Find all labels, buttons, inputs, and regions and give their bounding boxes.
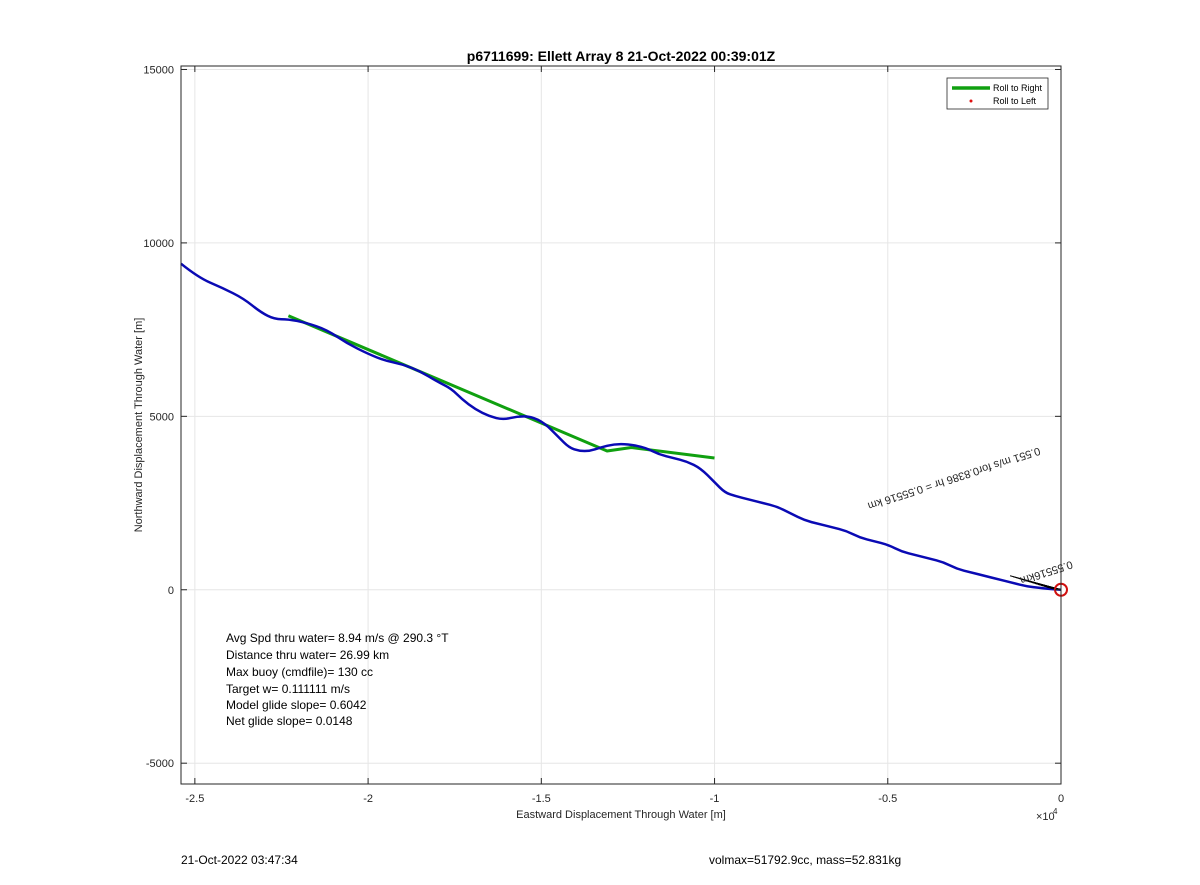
stat-max-buoy: Max buoy (cmdfile)= 130 cc: [226, 665, 373, 679]
track-annotation: 0.551 m/s for0.8386 hr = 0.55516 km: [866, 444, 1042, 511]
legend-roll-left-swatch: [969, 99, 973, 103]
y-tick-label: -5000: [146, 758, 174, 770]
footer-timestamp: 21-Oct-2022 03:47:34: [181, 853, 298, 867]
stat-distance: Distance thru water= 26.99 km: [226, 648, 389, 662]
stat-model-glide-slope: Model glide slope= 0.6042: [226, 698, 367, 712]
stat-avg-speed: Avg Spd thru water= 8.94 m/s @ 290.3 °T: [226, 631, 449, 645]
legend-box: [946, 77, 1049, 110]
y-tick-label: 10000: [143, 238, 174, 250]
y-tick-label: 5000: [150, 411, 174, 423]
x-exponent-base: ×10: [1036, 811, 1055, 823]
legend-roll-right-label: Roll to Right: [993, 83, 1043, 93]
axes-box: [180, 65, 1062, 785]
legend: Roll to Right Roll to Left: [946, 77, 1049, 110]
y-axis-label: Northward Displacement Through Water [m]: [133, 318, 145, 533]
x-tick-label: -1: [710, 793, 720, 805]
stat-net-glide-slope: Net glide slope= 0.0148: [226, 714, 353, 728]
stats-block: Avg Spd thru water= 8.94 m/s @ 290.3 °T …: [226, 631, 449, 728]
legend-roll-left-label: Roll to Left: [993, 96, 1037, 106]
y-tick-label: 0: [168, 585, 174, 597]
x-tick-label: 0: [1058, 793, 1064, 805]
series-roll-to-right: [287, 314, 715, 460]
x-tick-label: -2.5: [185, 793, 204, 805]
stat-target-w: Target w= 0.111111 m/s: [226, 682, 350, 696]
x-axis-label: Eastward Displacement Through Water [m]: [516, 809, 726, 821]
annotation-layer: 0.551 m/s for0.8386 hr = 0.55516 km 0.555…: [866, 444, 1074, 586]
x-tick-label: -2: [363, 793, 373, 805]
track-annotation: 0.55516km: [1018, 558, 1073, 586]
x-exponent-power: 4: [1053, 807, 1058, 816]
ticks: -2.5 -2 -1.5 -1 -0.5 0 -5000 0 5000 10000 15000: [143, 64, 1064, 805]
y-tick-label: 15000: [143, 64, 174, 76]
series-track: [180, 262, 1062, 592]
x-tick-label: -1.5: [532, 793, 551, 805]
series-layer: [180, 262, 1068, 597]
vector-arrow: [1009, 575, 1062, 591]
x-tick-label: -0.5: [878, 793, 897, 805]
footer-volmax-mass: volmax=51792.9cc, mass=52.831kg: [709, 853, 902, 867]
chart-title: p6711699: Ellett Array 8 21-Oct-2022 00:…: [467, 48, 776, 64]
